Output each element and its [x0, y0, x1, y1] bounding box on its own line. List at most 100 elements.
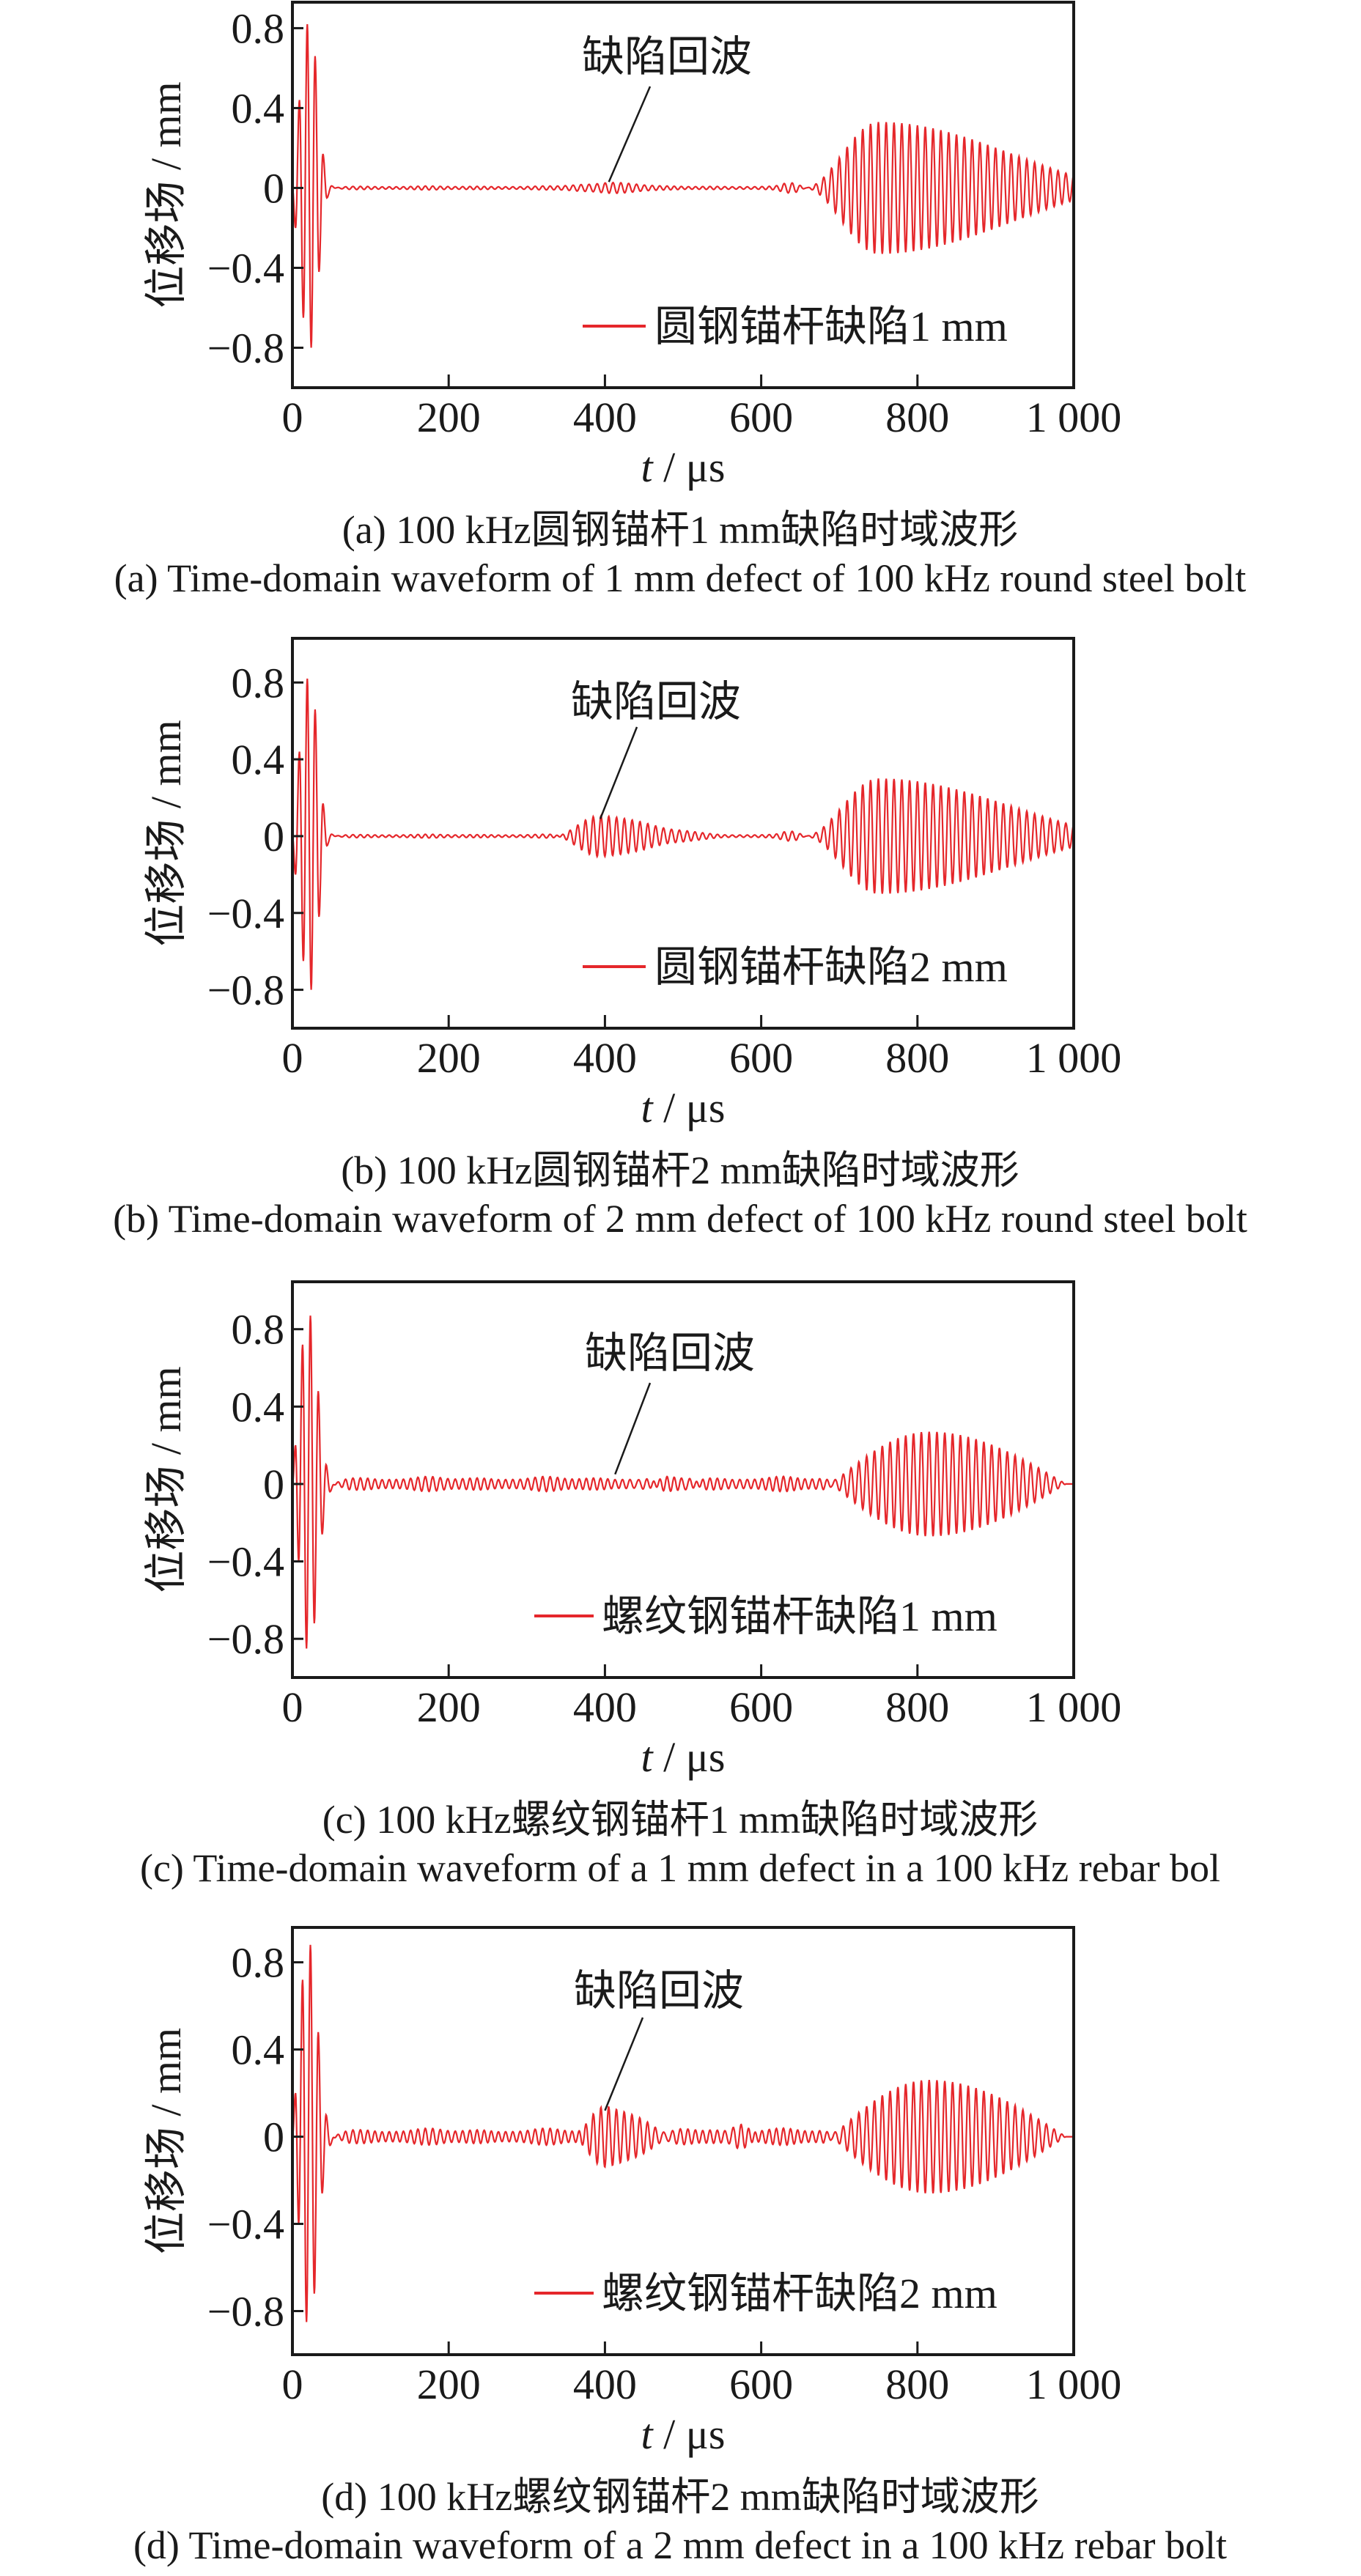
caption-chinese: (a) 100 kHz圆钢锚杆1 mm缺陷时域波形: [342, 508, 1018, 552]
subplot-a: 0 200 400 600 800 1 000 0.8 0.4 0 −0.4 −0.8 位移场 / m…: [114, 1, 1247, 600]
legend-label: 螺纹钢锚杆缺陷2 mm: [602, 2270, 997, 2317]
x-tick-label: 600: [729, 1034, 793, 1082]
y-tick-label: 0.8: [232, 659, 285, 706]
annotation-label: 缺陷回波: [582, 33, 752, 81]
x-axis-variable: t: [641, 1733, 654, 1781]
waveform-line: [292, 23, 1074, 348]
x-tick-label: 800: [885, 1683, 949, 1731]
y-tick-label: 0: [263, 164, 284, 212]
x-axis-label: t / μs: [641, 2410, 726, 2458]
x-tick-label: 600: [729, 1683, 793, 1731]
y-axis-label: 位移场 / mm: [142, 1366, 190, 1593]
caption-english: (b) Time-domain waveform of 2 mm defect …: [113, 1197, 1247, 1241]
x-tick-label: 200: [417, 394, 481, 441]
defect-echo-annotation: 缺陷回波: [585, 1329, 755, 1475]
y-tick-label: 0.8: [232, 1306, 285, 1354]
plot-frame: [291, 1, 1075, 389]
legend: 螺纹钢锚杆缺陷2 mm: [534, 2270, 997, 2317]
x-tick-label: 0: [282, 1034, 303, 1082]
x-axis-variable: t: [641, 443, 654, 491]
y-tick-label: −0.8: [207, 1615, 284, 1663]
x-tick-label: 400: [573, 2361, 637, 2408]
x-tick-label: 800: [885, 2361, 949, 2408]
defect-echo-annotation: 缺陷回波: [582, 33, 752, 182]
plot-frame: [291, 1926, 1075, 2356]
x-tick-label: 1 000: [1026, 1683, 1122, 1731]
legend: 圆钢锚杆缺陷1 mm: [583, 303, 1008, 350]
y-tick-label: −0.8: [207, 2288, 284, 2336]
x-axis-variable: t: [641, 2410, 654, 2458]
caption-english: (c) Time-domain waveform of a 1 mm defec…: [140, 1846, 1220, 1890]
y-tick-label: 0: [263, 813, 284, 860]
caption-chinese: (d) 100 kHz螺纹钢锚杆2 mm缺陷时域波形: [321, 2475, 1039, 2519]
legend-label: 螺纹钢锚杆缺陷1 mm: [602, 1593, 997, 1640]
y-tick-label: −0.8: [207, 967, 284, 1014]
defect-echo-annotation: 缺陷回波: [574, 1967, 744, 2111]
caption-english: (d) Time-domain waveform of a 2 mm defec…: [133, 2523, 1227, 2567]
waveform-line: [292, 1315, 1074, 1649]
waveform-line: [292, 678, 1074, 990]
x-tick-label: 1 000: [1026, 1034, 1122, 1082]
x-tick-label: 600: [729, 2361, 793, 2408]
y-axis-label: 位移场 / mm: [142, 81, 190, 308]
annotation-label: 缺陷回波: [574, 1967, 744, 2015]
y-tick-label: −0.4: [207, 2201, 284, 2248]
x-tick-label: 400: [573, 1034, 637, 1082]
x-tick-label: 200: [417, 1683, 481, 1731]
waveform-line: [292, 1944, 1074, 2322]
legend-label: 圆钢锚杆缺陷1 mm: [654, 303, 1008, 350]
plot-frame: [291, 1280, 1075, 1679]
legend: 圆钢锚杆缺陷2 mm: [583, 943, 1008, 991]
y-axis-label: 位移场 / mm: [142, 2028, 190, 2254]
defect-echo-annotation: 缺陷回波: [571, 678, 741, 819]
caption-chinese: (c) 100 kHz螺纹钢锚杆1 mm缺陷时域波形: [322, 1798, 1038, 1842]
x-tick-label: 0: [282, 1683, 303, 1731]
caption-english: (a) Time-domain waveform of 1 mm defect …: [114, 556, 1247, 600]
y-tick-label: 0.4: [232, 1383, 285, 1431]
y-tick-label: −0.4: [207, 1538, 284, 1586]
legend-label: 圆钢锚杆缺陷2 mm: [654, 943, 1008, 991]
y-tick-label: −0.4: [207, 244, 284, 292]
y-tick-label: 0.4: [232, 736, 285, 783]
y-tick-label: 0.4: [232, 84, 285, 132]
y-tick-label: 0.8: [232, 1939, 285, 1987]
subplot-c: 0 200 400 600 800 1 000 0.8 0.4 0 −0.4 −0.8 位移场 / m…: [140, 1280, 1220, 1890]
annotation-label: 缺陷回波: [585, 1329, 755, 1377]
x-tick-label: 0: [282, 2361, 303, 2408]
x-tick-label: 1 000: [1026, 2361, 1122, 2408]
x-tick-label: 400: [573, 1683, 637, 1731]
annotation-label: 缺陷回波: [571, 678, 741, 726]
caption-chinese: (b) 100 kHz圆钢锚杆2 mm缺陷时域波形: [341, 1148, 1019, 1192]
y-axis-label: 位移场 / mm: [142, 720, 190, 946]
subplot-d: 0 200 400 600 800 1 000 0.8 0.4 0 −0.4 −0.8 位移场 / m…: [133, 1926, 1227, 2567]
y-tick-label: 0: [263, 1461, 284, 1508]
x-tick-label: 800: [885, 394, 949, 441]
y-tick-label: 0.8: [232, 4, 285, 52]
x-axis-unit: / μs: [653, 1733, 726, 1781]
y-tick-label: −0.8: [207, 324, 284, 372]
y-tick-label: 0.4: [232, 2026, 285, 2074]
legend: 螺纹钢锚杆缺陷1 mm: [534, 1593, 997, 1640]
y-tick-label: 0: [263, 2114, 284, 2161]
annotation-pointer-line: [599, 726, 638, 819]
annotation-pointer-line: [608, 86, 652, 182]
x-axis-label: t / μs: [641, 443, 726, 491]
x-tick-label: 1 000: [1026, 394, 1122, 441]
x-tick-label: 600: [729, 394, 793, 441]
x-tick-label: 200: [417, 1034, 481, 1082]
x-tick-label: 0: [282, 394, 303, 441]
x-axis-label: t / μs: [641, 1733, 726, 1781]
subplot-b: 0 200 400 600 800 1 000 0.8 0.4 0 −0.4 −0.8 位移场 / m…: [113, 637, 1247, 1241]
plot-frame: [291, 637, 1075, 1030]
x-tick-label: 800: [885, 1034, 949, 1082]
annotation-pointer-line: [614, 1382, 652, 1475]
annotation-pointer-line: [604, 2017, 644, 2111]
y-tick-label: −0.4: [207, 890, 284, 937]
x-axis-unit: / μs: [653, 1084, 726, 1132]
x-tick-label: 400: [573, 394, 637, 441]
x-tick-label: 200: [417, 2361, 481, 2408]
x-axis-variable: t: [641, 1084, 654, 1132]
x-axis-label: t / μs: [641, 1084, 726, 1132]
